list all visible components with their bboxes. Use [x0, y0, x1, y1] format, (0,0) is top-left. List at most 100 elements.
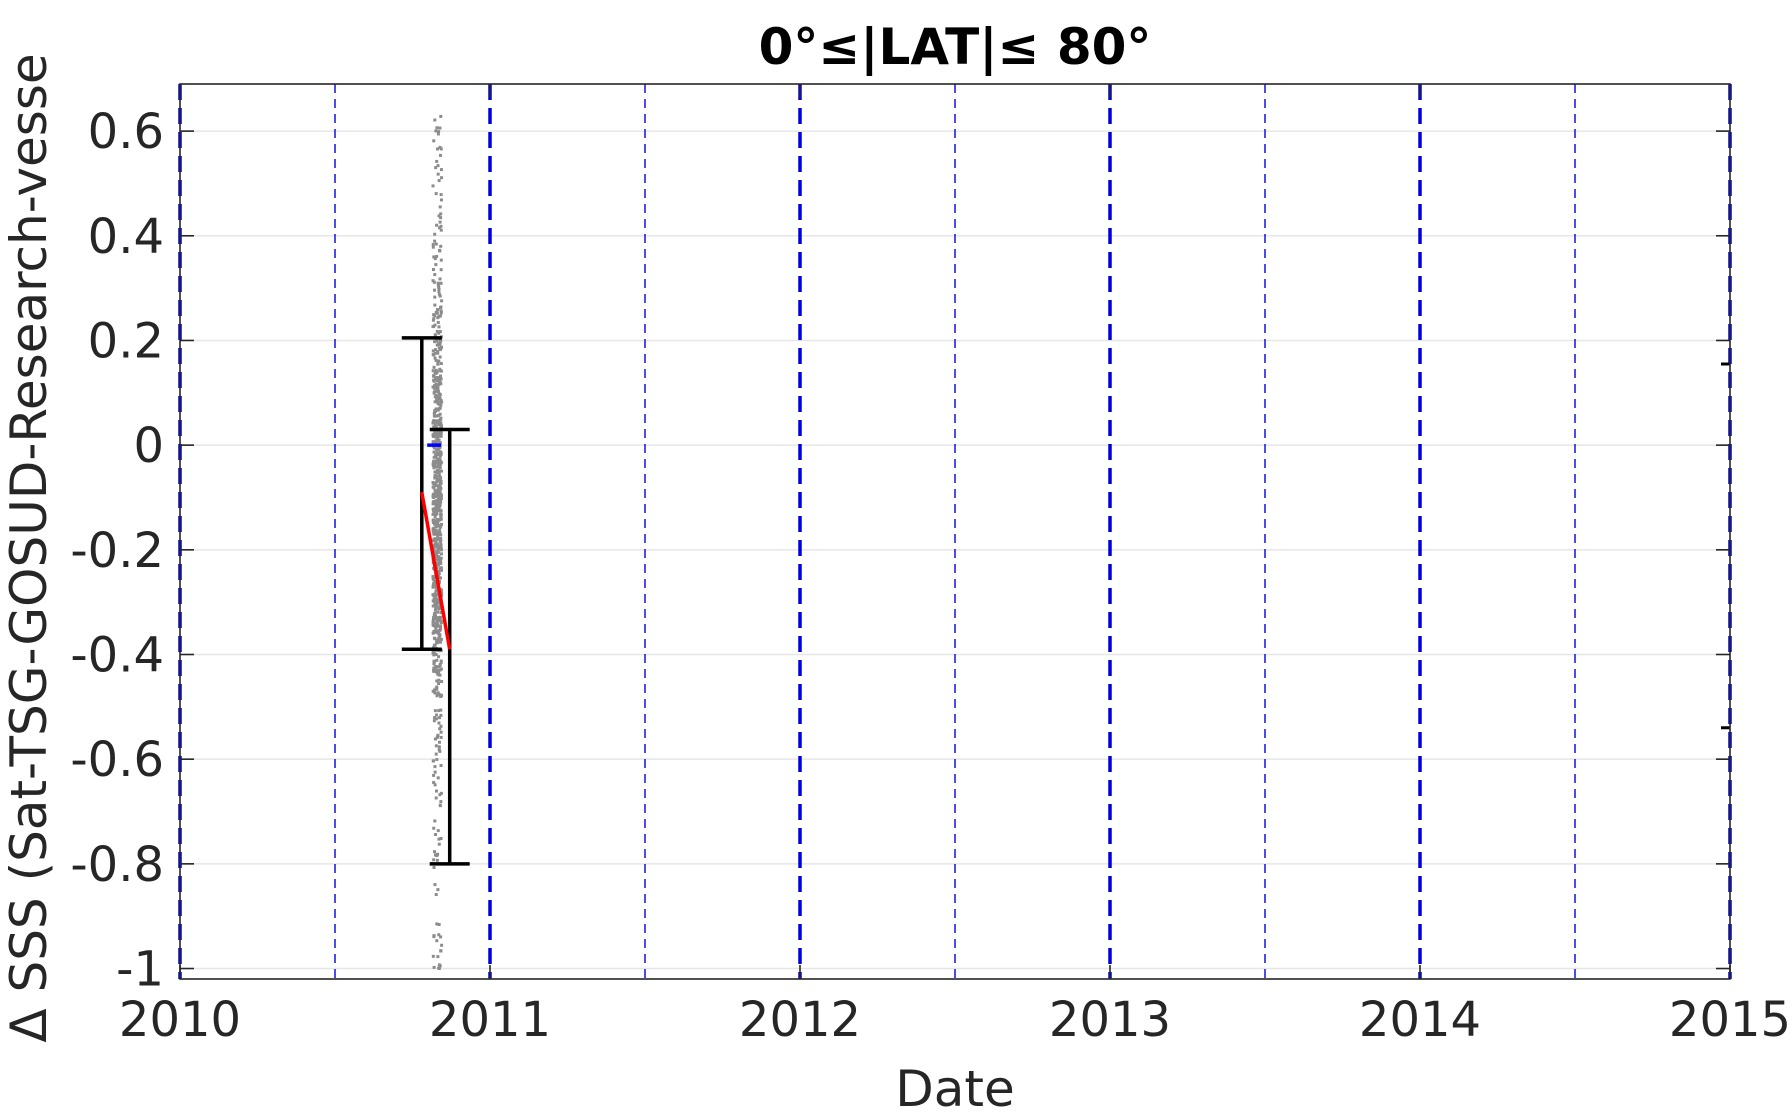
scatter-point	[439, 480, 443, 484]
scatter-point	[438, 664, 442, 668]
scatter-point	[437, 290, 441, 294]
scatter-point	[433, 474, 437, 478]
scatter-point	[438, 504, 442, 508]
scatter-point	[435, 858, 439, 862]
scatter-point	[431, 433, 435, 437]
scatter-point	[434, 510, 438, 514]
scatter-point	[438, 277, 442, 281]
scatter-point	[439, 536, 443, 540]
x-tick-labels: 2010 2011 2012 2013 2014 2015	[119, 992, 1791, 1048]
scatter-point	[439, 268, 443, 272]
scatter-point	[432, 934, 436, 938]
scatter-point	[435, 757, 439, 761]
scatter-point	[434, 465, 438, 469]
scatter-point	[437, 346, 441, 350]
scatter-point	[436, 478, 440, 482]
scatter-point	[439, 724, 443, 728]
scatter-point	[439, 735, 443, 739]
scatter-point	[433, 507, 437, 511]
scatter-point	[433, 614, 437, 618]
scatter-point	[432, 719, 436, 723]
scatter-point	[433, 850, 437, 854]
scatter-point	[433, 595, 437, 599]
scatter-point	[434, 717, 438, 721]
scatter-point	[432, 255, 436, 259]
scatter-point	[435, 713, 439, 717]
scatter-point	[432, 549, 436, 553]
scatter-point	[438, 531, 442, 535]
scatter-point	[433, 470, 437, 474]
scatter-point	[436, 351, 440, 355]
scatter-point	[436, 496, 440, 500]
scatter-point	[432, 522, 436, 526]
scatter-point	[432, 545, 436, 549]
scatter-point	[437, 285, 441, 289]
scatter-point	[433, 351, 437, 355]
scatter-point	[439, 763, 443, 767]
scatter-point	[437, 576, 441, 580]
scatter-point	[435, 939, 439, 943]
scatter-point	[431, 369, 435, 373]
scatter-point	[436, 376, 440, 380]
scatter-point	[434, 129, 438, 133]
scatter-point	[437, 179, 441, 183]
scatter-point	[437, 709, 441, 713]
scatter-point	[437, 377, 441, 381]
scatter-point	[438, 220, 442, 224]
scatter-point	[439, 935, 443, 939]
scatter-point	[432, 662, 436, 666]
scatter-point	[431, 520, 435, 524]
scatter-point	[438, 294, 442, 298]
scatter-point	[433, 716, 437, 720]
scatter-point	[432, 617, 436, 621]
scatter-point	[432, 374, 436, 378]
scatter-point	[438, 508, 442, 512]
scatter-point	[433, 709, 437, 713]
scatter-point	[437, 555, 441, 559]
scatter-point	[438, 640, 442, 644]
scatter-point	[435, 480, 439, 484]
scatter-point	[432, 414, 436, 418]
scatter-point	[436, 429, 440, 433]
scatter-point	[435, 468, 439, 472]
scatter-point	[433, 288, 437, 292]
scatter-point	[438, 491, 442, 495]
scatter-point	[437, 668, 441, 672]
scatter-point	[434, 525, 438, 529]
scatter-point	[432, 508, 436, 512]
scatter-point	[432, 378, 436, 382]
scatter-point	[435, 789, 439, 793]
scatter-point	[437, 325, 441, 329]
scatter-point	[432, 660, 436, 664]
scatter-point	[434, 371, 438, 375]
scatter-point	[434, 670, 438, 674]
scatter-point	[431, 279, 435, 283]
scatter-point	[436, 829, 440, 833]
scatter-point	[440, 694, 444, 698]
scatter-point	[439, 311, 443, 315]
scatter-point	[434, 358, 438, 362]
scatter-point	[435, 685, 439, 689]
scatter-point	[439, 244, 443, 248]
scatter-point	[439, 836, 443, 840]
scatter-point	[436, 453, 440, 457]
scatter-point	[438, 153, 442, 157]
scatter-point	[432, 391, 436, 395]
scatter-point	[434, 629, 438, 633]
scatter-point	[438, 374, 442, 378]
scatter-point	[437, 560, 441, 564]
scatter-point	[435, 461, 439, 465]
scatter-point	[433, 476, 437, 480]
scatter-point	[439, 481, 443, 485]
scatter-point	[431, 349, 435, 353]
scatter-point	[431, 485, 435, 489]
scatter-point	[439, 228, 443, 232]
scatter-point	[436, 164, 440, 168]
scatter-point	[432, 858, 436, 862]
scatter-point	[438, 355, 442, 359]
scatter-point	[434, 893, 438, 897]
scatter-point	[433, 515, 437, 519]
scatter-point	[439, 559, 443, 563]
y-tick-label: -0.4	[70, 627, 164, 683]
scatter-point	[439, 800, 443, 804]
